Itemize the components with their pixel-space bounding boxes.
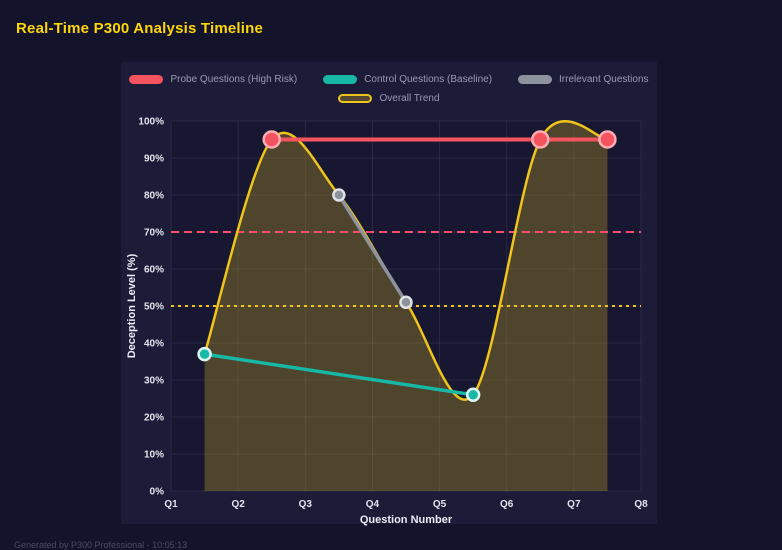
chart-panel: Probe Questions (High Risk) Control Quest… — [121, 62, 657, 526]
x-tick-label: Q6 — [500, 499, 514, 510]
legend-item[interactable]: Overall Trend — [338, 93, 440, 104]
probe-point — [262, 130, 281, 149]
irrelevant-point — [399, 295, 413, 310]
control-point — [465, 387, 481, 403]
legend-row-1: Probe Questions (High Risk) Control Quest… — [121, 71, 657, 88]
irrelevant-point — [332, 188, 346, 202]
legend-item[interactable]: Irrelevant Questions — [518, 74, 649, 85]
legend-label: Probe Questions (High Risk) — [170, 74, 298, 85]
x-tick-label: Q1 — [164, 499, 178, 510]
legend-swatch — [518, 75, 553, 84]
legend-row-2: Overall Trend — [121, 90, 657, 107]
y-tick-label: 80% — [144, 191, 164, 202]
y-tick-label: 60% — [144, 265, 164, 276]
legend-label: Overall Trend — [379, 93, 440, 104]
legend-item[interactable]: Probe Questions (High Risk) — [129, 74, 297, 85]
y-tick-label: 10% — [144, 450, 164, 461]
series-line — [202, 352, 475, 397]
legend-swatch — [338, 94, 373, 103]
x-tick-label: Q7 — [567, 499, 581, 510]
series-line — [337, 193, 408, 305]
x-tick-label: Q5 — [433, 499, 447, 510]
x-tick-label: Q4 — [366, 499, 380, 510]
y-tick-label: 50% — [144, 302, 164, 313]
y-tick-label: 40% — [144, 339, 164, 350]
y-tick-label: 0% — [150, 487, 165, 498]
y-axis-title: Deception Level (%) — [126, 253, 138, 358]
probe-point — [598, 130, 617, 149]
control-point — [197, 346, 212, 362]
legend-swatch — [129, 75, 164, 84]
x-tick-label: Q2 — [231, 499, 245, 510]
chart-legend: Probe Questions (High Risk) Control Quest… — [121, 62, 657, 107]
y-tick-label: 30% — [144, 376, 164, 387]
legend-swatch — [323, 75, 358, 84]
legend-label: Irrelevant Questions — [559, 74, 649, 85]
x-axis-title: Question Number — [360, 514, 453, 526]
y-tick-label: 90% — [144, 154, 164, 165]
y-tick-label: 70% — [144, 228, 164, 239]
page-title: Real-Time P300 Analysis Timeline — [16, 20, 264, 37]
y-tick-label: 100% — [138, 117, 164, 128]
timeline-chart: Q1 Q2 Q3 Q4 Q5 Q6 Q7 Q8 0% 10% 20% 30% 40% 50% 60% 70% 8… — [126, 117, 648, 527]
legend-label: Control Questions (Baseline) — [364, 74, 493, 85]
y-tick-label: 20% — [144, 413, 164, 424]
x-tick-label: Q3 — [299, 499, 313, 510]
probe-point — [531, 130, 550, 149]
x-tick-label: Q8 — [634, 499, 648, 510]
legend-item[interactable]: Control Questions (Baseline) — [323, 74, 492, 85]
footer-note: Generated by P300 Professional - 10:05:1… — [14, 540, 188, 550]
